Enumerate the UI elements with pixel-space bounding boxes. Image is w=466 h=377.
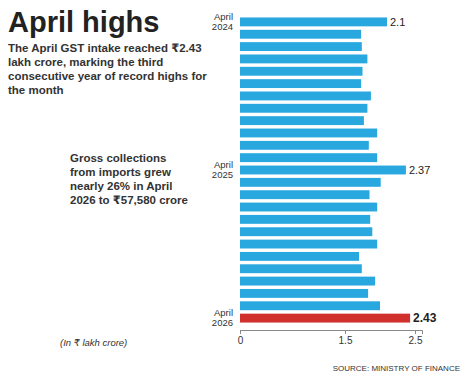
x-tick-mark: [415, 330, 416, 334]
bar: [240, 215, 370, 224]
x-tick: 0: [238, 330, 244, 346]
data-label: 2.1: [390, 16, 405, 28]
bar: [240, 92, 371, 101]
x-tick: 1.5: [339, 330, 353, 346]
y-tick-label: April2024: [212, 11, 233, 32]
bar: [240, 203, 377, 212]
x-label: (In ₹ lakh crore): [60, 337, 127, 348]
chart: April highs The April GST intake reached …: [0, 0, 466, 377]
data-labels: 2.1 2.37 2.43: [390, 16, 437, 326]
bar: [240, 227, 372, 236]
bar: [240, 289, 368, 298]
subtitle: The April GST intake reached ₹2.43lakh c…: [8, 42, 207, 96]
x-tick-mark: [345, 330, 346, 334]
y-tick: April2024: [212, 11, 233, 32]
bars: [240, 17, 410, 322]
x-tick-label: 1.5: [339, 335, 353, 346]
bar: [240, 104, 367, 113]
bar: [240, 190, 370, 199]
bar: [240, 116, 364, 125]
data-label: 2.37: [409, 164, 430, 176]
bar: [240, 301, 380, 310]
bar: [240, 178, 381, 187]
bar: [240, 153, 377, 162]
bar: [240, 129, 377, 138]
bar: [240, 166, 406, 175]
y-tick: April2026: [212, 307, 233, 328]
bar: [240, 42, 362, 51]
x-tick-label: 2.5: [409, 335, 423, 346]
y-axis: April2024 April2025 April2026: [212, 11, 233, 329]
title: April highs: [8, 6, 159, 38]
bar: [240, 240, 377, 249]
x-axis: 0 1.5 2.5: [238, 330, 423, 346]
bar: [240, 17, 387, 26]
source: SOURCE: MINISTRY OF FINANCE: [333, 364, 460, 373]
bar: [240, 252, 359, 261]
bar: [240, 30, 361, 39]
bar: [240, 314, 410, 323]
x-tick: 2.5: [409, 330, 423, 346]
bar: [240, 277, 375, 286]
y-tick-label: April2026: [212, 307, 233, 328]
bar: [240, 67, 363, 76]
annotation: Gross collectionsfrom imports grewnearly…: [70, 152, 188, 206]
x-tick-mark: [240, 330, 241, 334]
x-axis-line: [241, 331, 423, 335]
bar: [240, 54, 367, 63]
y-tick: April2025: [212, 159, 233, 180]
bar: [240, 141, 369, 150]
bar: [240, 79, 361, 88]
x-tick-label: 0: [238, 335, 244, 346]
bar: [240, 264, 362, 273]
data-label: 2.43: [413, 311, 437, 325]
y-tick-label: April2025: [212, 159, 233, 180]
